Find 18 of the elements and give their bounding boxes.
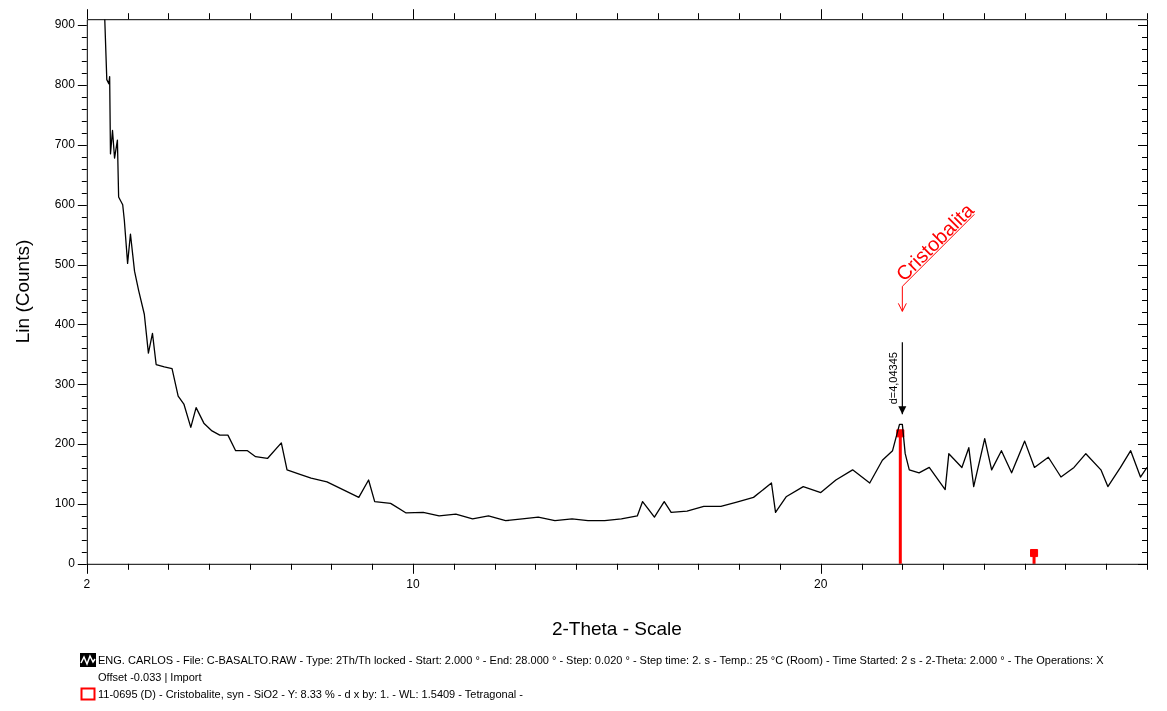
y-tick-label: 600 <box>54 197 76 212</box>
legend-label: 11-0695 (D) - Cristobalite, syn - SiO2 - Y: 8.33 % - d x by: 1. - WL: 1.5409 - Tetragonal - <box>98 687 523 702</box>
y-tick-label: 700 <box>54 137 76 152</box>
y-tick-label: 0 <box>68 556 76 571</box>
y-tick-label: 200 <box>54 436 76 451</box>
x-tick-label: 20 <box>814 577 828 592</box>
annotation: d=4,04345 <box>886 352 899 405</box>
y-tick-label: 300 <box>54 376 76 391</box>
y-tick-label: 100 <box>54 496 76 511</box>
y-tick-label: 800 <box>54 77 76 92</box>
x-axis-title: 2-Theta - Scale <box>551 617 682 639</box>
y-axis-title: Lin (Counts) <box>11 239 33 344</box>
x-tick-label: 10 <box>406 577 421 592</box>
y-tick-label: 400 <box>54 316 76 331</box>
legend-label: ENG. CARLOS - File: C-BASALTO.RAW - Type: 2Th/Th locked - Start: 2.000 ° - End: 28.000 ° - Step: 0.020 ° - Step time: 2. s - Temp.: 25 °C (Room) - Time Started: 2 s - 2-Theta: 2.000 ° - The Operations: X Offset -0.033 | Import <box>98 653 1105 685</box>
y-tick-label: 500 <box>54 256 76 271</box>
y-tick-label: 900 <box>54 17 76 32</box>
x-tick-label: 2 <box>83 577 91 592</box>
